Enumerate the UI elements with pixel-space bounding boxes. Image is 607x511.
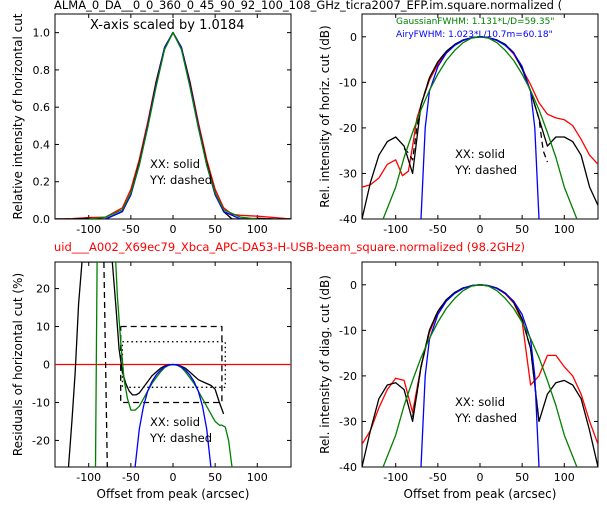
x-tick-label: 0: [477, 471, 484, 484]
series-line-black-dashed: [103, 262, 109, 467]
x-tick-label: 0: [170, 223, 177, 236]
y-axis-label: Rel. intensity of diag. cut (dB): [318, 275, 332, 454]
x-tick-label: -50: [122, 223, 140, 236]
fwhm-annotation: AiryFWHM: 1.023*L/10.7m=60.18": [396, 30, 553, 40]
x-tick-label: 50: [208, 471, 222, 484]
y-tick-label: 0: [350, 279, 357, 292]
series-line-black-dashed: [55, 31, 291, 219]
x-tick-label: 100: [247, 471, 268, 484]
y-tick-label: -20: [32, 434, 50, 447]
y-tick-label: -10: [339, 324, 357, 337]
legend-note: YY: dashed: [454, 163, 517, 177]
x-tick-label: -100: [76, 471, 101, 484]
series-line-green-solid: [382, 284, 578, 467]
y-tick-label: -40: [339, 461, 357, 474]
y-tick-label: 0.6: [33, 101, 51, 114]
chart-panel-2: -100 -50 0 50 100 0 -10 -20 -30 -40 Rel. intensity…: [318, 13, 599, 236]
y-axis-label: Relative intensity of horizontal cut: [11, 13, 25, 219]
middle-title: uid___A002_X69ec79_Xbca_APC-DA53-H-USB-b…: [54, 240, 525, 254]
plot-frame: [54, 13, 292, 220]
y-tick-label: -30: [339, 167, 357, 180]
series-line-blue-solid: [420, 284, 540, 467]
x-axis-label: Offset from peak (arcsec): [97, 487, 250, 501]
x-tick-label: 100: [554, 471, 575, 484]
top-title: ALMA_0_DA__0_0_360_0_45_90_92_100_108_GH…: [54, 0, 562, 12]
series-group: [362, 284, 598, 467]
y-axis-label: Residuals of horizontal cut (%): [11, 273, 25, 456]
y-tick-label: 0: [350, 31, 357, 44]
y-tick-label: -20: [339, 370, 357, 383]
x-tick-label: 100: [247, 223, 268, 236]
y-tick-label: 10: [36, 321, 50, 334]
series-line-black-solid: [55, 31, 291, 219]
y-axis-label: Rel. intensity of horiz. cut (dB): [318, 25, 332, 207]
series-line-green-solid: [382, 36, 578, 219]
series-group: [55, 262, 291, 467]
chart-panel-1: -100 -50 0 50 100 0.0 0.2 0.4 0.6 0.8 1.0 Relative …: [11, 13, 292, 236]
y-tick-label: -10: [339, 76, 357, 89]
series-line-green-solid: [88, 31, 258, 219]
chart-group: -100 -50 0 50 1000.00.20.40.60.81.0Relative …: [11, 13, 599, 501]
x-tick-label: -50: [122, 471, 140, 484]
fwhm-annotation: GaussianFWHM: 1.131*L/D=59.35": [396, 17, 554, 27]
x-tick-label: 0: [477, 223, 484, 236]
legend-note: XX: solid: [455, 147, 505, 161]
series-line-blue-solid: [420, 36, 540, 219]
legend-note: XX: solid: [455, 395, 505, 409]
x-axis-label: Offset from peak (arcsec): [404, 487, 557, 501]
x-tick-label: -100: [76, 223, 101, 236]
legend-note: XX: solid: [150, 415, 200, 429]
y-tick-label: 0: [43, 359, 50, 372]
legend-note: YY: dashed: [454, 411, 517, 425]
series-line-blue-solid: [105, 31, 241, 219]
y-tick-label: 0.0: [33, 213, 51, 226]
series-line-black-solid: [362, 284, 598, 467]
y-tick-label: 20: [36, 283, 50, 296]
series-line-black-solid: [67, 262, 225, 467]
y-tick-label: 0.8: [33, 64, 51, 77]
series-line-black-dotted: [121, 341, 226, 388]
series-line-black-dashed: [120, 325, 223, 404]
x-tick-label: 50: [208, 223, 222, 236]
y-tick-label: 0.4: [33, 138, 51, 151]
series-group: [55, 31, 291, 219]
series-line-black-solid: [362, 36, 598, 219]
legend-note: XX: solid: [150, 157, 200, 171]
y-tick-label: -10: [32, 396, 50, 409]
plot-frame: [361, 13, 599, 220]
series-line-blue-solid: [134, 363, 212, 467]
x-tick-label: 0: [170, 471, 177, 484]
x-tick-label: -100: [383, 223, 408, 236]
series-line-red-solid: [55, 31, 291, 219]
y-tick-label: 1.0: [33, 27, 51, 40]
legend-note: YY: dashed: [149, 431, 212, 445]
x-tick-label: 50: [515, 471, 529, 484]
series-line-green-solid: [94, 262, 99, 467]
chart-panel-4: -100 -50 0 50 100 0 -10 -20 -30 -40 Rel. intensity…: [318, 261, 599, 501]
legend-note: YY: dashed: [149, 173, 212, 187]
y-tick-label: -20: [339, 122, 357, 135]
x-tick-label: -50: [429, 223, 447, 236]
y-tick-label: 0.2: [33, 176, 51, 189]
series-group: [362, 36, 598, 219]
x-tick-label: -50: [429, 471, 447, 484]
y-tick-label: -40: [339, 213, 357, 226]
x-tick-label: 100: [554, 223, 575, 236]
x-tick-label: 50: [515, 223, 529, 236]
scale-annotation: X-axis scaled by 1.0184: [90, 18, 245, 33]
x-tick-label: -100: [383, 471, 408, 484]
y-tick-label: -30: [339, 415, 357, 428]
